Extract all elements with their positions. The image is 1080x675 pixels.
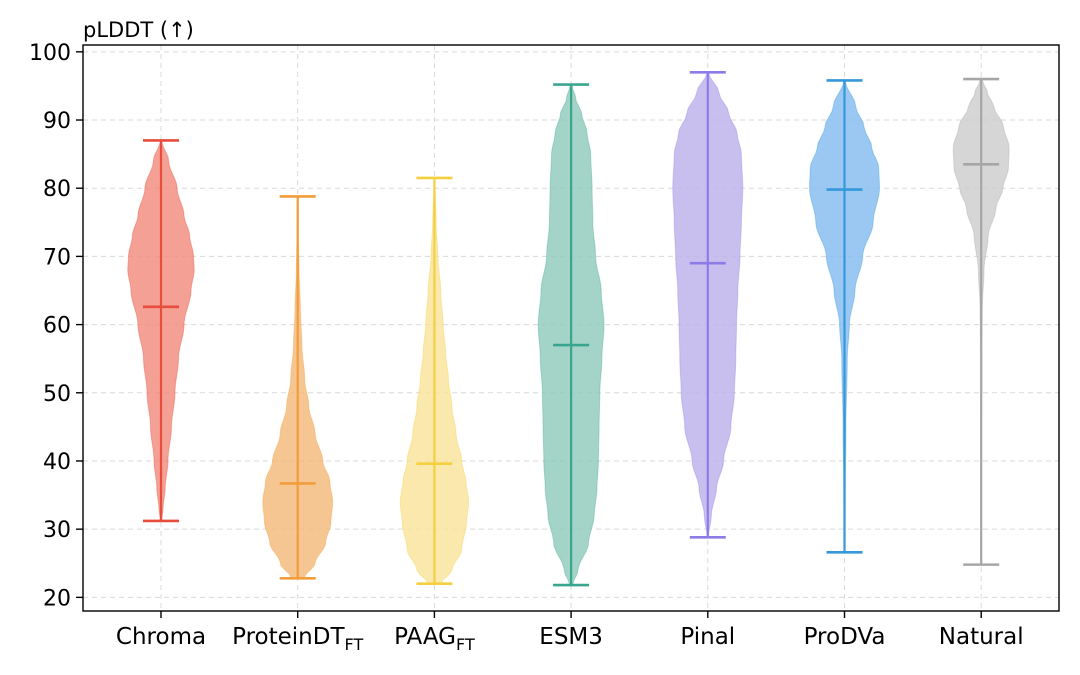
violin-paag [399,176,470,586]
y-tick-label-40: 40 [43,450,71,475]
y-tick-label-100: 100 [29,41,71,66]
x-tick-label-prodva: ProDVa [804,624,886,650]
chart-title: pLDDT (↑) [83,18,194,42]
violin-prodva [809,79,880,554]
category-name: ProteinDT [232,624,345,650]
y-tick-label-70: 70 [43,245,71,270]
violin-chroma [127,139,195,523]
x-axis-labels: Chroma ProteinDTFT PAAGFT ESM3 Pinal ProDVa Na… [116,624,1024,654]
violin-series [127,70,1010,587]
category-name: Natural [939,624,1024,650]
x-tick-label-esm3: ESM3 [539,624,603,650]
y-tick-label-50: 50 [43,382,71,407]
category-subscript: FT [345,635,364,654]
y-axis: 20 30 40 50 60 70 80 90 100 [29,41,982,618]
violin-esm3 [537,83,605,587]
category-name: Pinal [680,624,735,650]
category-name: ProDVa [804,624,886,650]
category-name: ESM3 [539,624,603,650]
x-tick-label-paag: PAAGFT [394,624,475,654]
y-tick-label-20: 20 [43,586,71,611]
x-tick-label-pinal: Pinal [680,624,735,650]
violin-natural [952,77,1010,566]
x-tick-label-natural: Natural [939,624,1024,650]
x-tick-label-chroma: Chroma [116,624,206,650]
violin-proteindt [262,195,334,580]
violin-pinal [672,70,744,539]
y-tick-label-30: 30 [43,518,71,543]
category-name: Chroma [116,624,206,650]
x-tick-label-proteindt: ProteinDTFT [232,624,363,654]
category-subscript: FT [456,635,475,654]
y-tick-label-90: 90 [43,109,71,134]
category-name: PAAG [394,624,456,650]
y-tick-label-80: 80 [43,177,71,202]
y-tick-label-60: 60 [43,314,71,339]
